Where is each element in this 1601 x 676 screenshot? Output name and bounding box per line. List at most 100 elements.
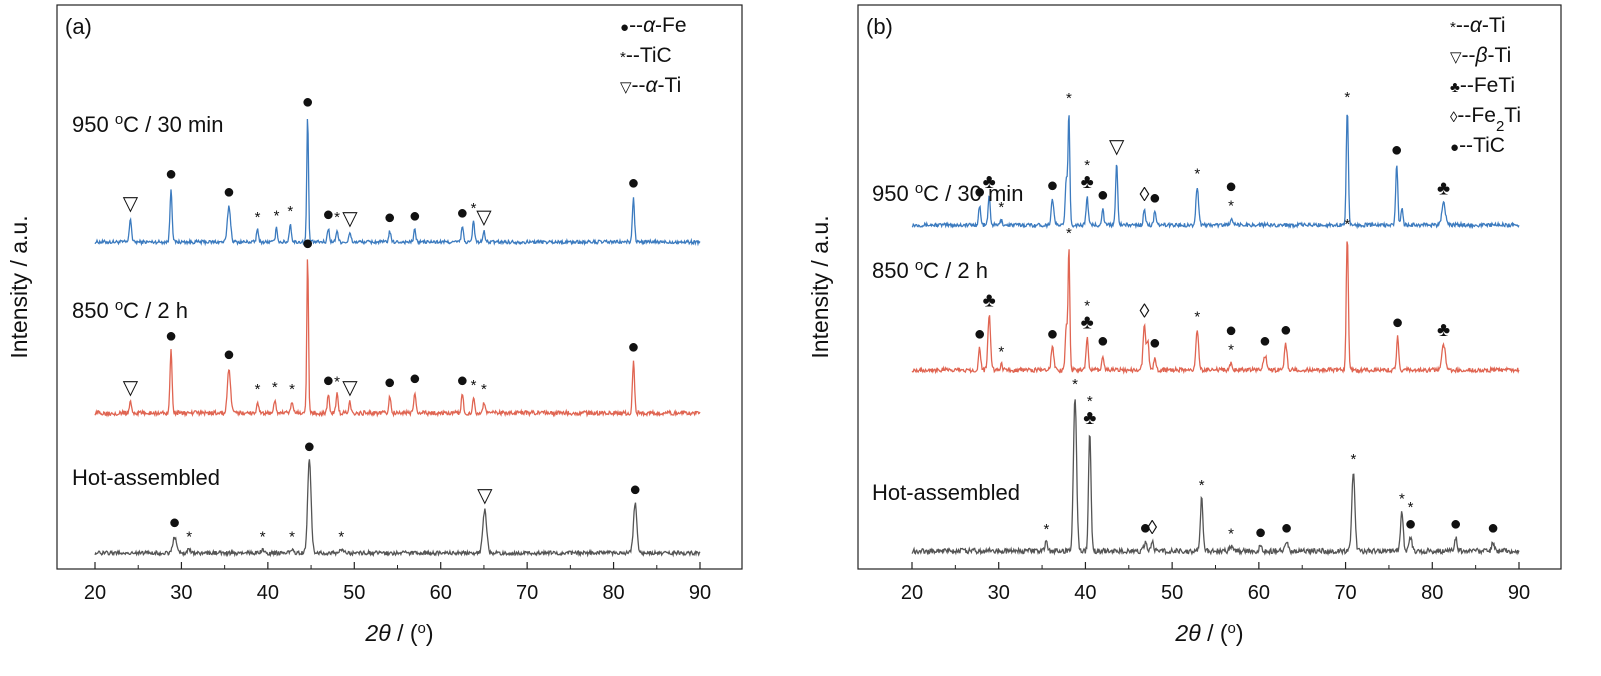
peak-marker: * (1228, 526, 1234, 543)
peak-marker: ● (627, 336, 639, 358)
peak-marker: ● (1392, 312, 1404, 334)
peak-marker: * (255, 209, 261, 226)
x-tick-label: 50 (343, 582, 365, 604)
peak-marker: ● (974, 181, 986, 203)
peak-marker: * (1072, 376, 1078, 393)
peak-marker: * (998, 343, 1004, 360)
series-label: 850 oC / 2 h (872, 257, 988, 284)
peak-marker: ▽ (1109, 136, 1125, 158)
peak-marker: ● (409, 205, 421, 227)
peak-marker: * (1228, 198, 1234, 215)
peak-marker: ● (409, 368, 421, 390)
x-tick-label: 80 (1421, 582, 1443, 604)
x-axis-title: 2θ / (o) (1174, 620, 1243, 647)
peak-marker: ▽ (476, 207, 492, 229)
peak-marker: * (272, 379, 278, 396)
peak-marker: ◊ (1139, 300, 1149, 322)
peak-marker: ◊ (1147, 517, 1157, 539)
peak-marker: * (334, 374, 340, 391)
peak-marker: ● (1405, 513, 1417, 535)
legend-entry: ▽--β-Ti (1450, 44, 1511, 67)
peak-marker: ● (1255, 522, 1267, 544)
series-0: 950 oC / 30 min●♣*●*♣*●▽◊ ●**●*●♣ (872, 89, 1520, 230)
peak-marker: * (338, 529, 344, 546)
series-label: 850 oC / 2 h (72, 297, 188, 324)
series-2: Hot-assembled**♣*●◊** ● ●**●*● ● (872, 376, 1520, 557)
peak-marker: ● (1149, 187, 1161, 209)
peak-marker: ● (1259, 330, 1271, 352)
peak-marker: * (998, 199, 1004, 216)
peak-marker: ● (1097, 184, 1109, 206)
x-tick-label: 20 (901, 582, 923, 604)
peak-marker: * (289, 381, 295, 398)
x-tick-label: 70 (1334, 582, 1356, 604)
peak-marker: ● (1487, 517, 1499, 539)
peak-marker: * (1084, 157, 1090, 174)
peak-marker: ▽ (123, 193, 139, 215)
peak-marker: ▽ (123, 377, 139, 399)
peak-marker: ● (974, 323, 986, 345)
series-2: Hot-assembled ● * * * ● * ▽ ● (72, 436, 701, 558)
y-axis-title: Intensity / a.u. (6, 215, 32, 358)
peak-marker: * (289, 529, 295, 546)
legend-entry: ♣--FeTi (1450, 74, 1515, 97)
panel-label: (b) (866, 14, 893, 39)
peak-marker: ● (1097, 330, 1109, 352)
peak-marker: * (1087, 393, 1093, 410)
x-tick-label: 30 (170, 582, 192, 604)
peak-marker: ● (165, 325, 177, 347)
x-tick-label: 30 (988, 582, 1010, 604)
legend: ●--α-Fe *--TiC ▽--α-Ti (620, 14, 687, 97)
peak-marker: ● (303, 436, 315, 458)
panel-b: 20 30 40 50 60 70 80 90 2θ / (o) Intensity / a.u.… (807, 4, 1562, 647)
peak-marker: ● (322, 370, 334, 392)
peak-marker: ● (1139, 517, 1151, 539)
peak-marker: * (260, 529, 266, 546)
series-label: Hot-assembled (872, 480, 1020, 505)
peak-marker: * (1408, 499, 1414, 516)
peak-marker: ● (627, 172, 639, 194)
series-0: 950 oC / 30 min▽●●* * *●● * ▽ ● ● ● * ▽● (72, 91, 701, 247)
series-1: 850 oC / 2 h▽●●* * *●● * ▽ ● ● ● * *● (72, 233, 701, 418)
peak-marker: ♣ (1437, 319, 1450, 341)
peak-marker: ● (1281, 517, 1293, 539)
peak-marker: ● (322, 204, 334, 226)
x-tick-label: 60 (1248, 582, 1270, 604)
peak-marker: ● (168, 512, 180, 534)
series-line (911, 114, 1520, 230)
peak-marker: * (1066, 90, 1072, 107)
panel-a: 20 30 40 50 60 70 80 90 2θ / (o) Intensity / a.u.… (6, 4, 743, 647)
peak-marker: * (1043, 521, 1049, 538)
peak-marker: ● (384, 207, 396, 229)
x-tick-label: 40 (257, 582, 279, 604)
peak-marker: ▽ (342, 208, 358, 230)
legend-entry: ◊--Fe2Ti (1450, 104, 1521, 135)
peak-marker: ♣ (983, 171, 996, 193)
peak-marker: * (1066, 225, 1072, 242)
x-axis-title: 2θ / (o) (364, 620, 433, 647)
x-tick-label: 90 (689, 582, 711, 604)
peak-marker: ● (629, 479, 641, 501)
plot-frame (857, 4, 1562, 570)
peak-marker: ● (302, 233, 314, 255)
peak-marker: ● (1225, 320, 1237, 342)
peak-marker: ● (1046, 174, 1058, 196)
legend-entry: ●--TiC (1450, 134, 1505, 157)
peak-marker: ● (223, 181, 235, 203)
series-line (911, 399, 1520, 557)
x-tick-label: 70 (516, 582, 538, 604)
peak-marker: * (1084, 298, 1090, 315)
peak-marker: * (481, 381, 487, 398)
peak-marker: ● (1450, 513, 1462, 535)
x-tick-label: 90 (1508, 582, 1530, 604)
x-tick-label: 60 (430, 582, 452, 604)
peak-marker: * (1399, 490, 1405, 507)
peak-marker: * (1228, 342, 1234, 359)
peak-marker: ● (1391, 139, 1403, 161)
peak-marker: ● (1149, 332, 1161, 354)
legend-entry: *--TiC (620, 44, 672, 67)
legend: *--α-Ti ▽--β-Ti ♣--FeTi ◊--Fe2Ti●--TiC (1450, 14, 1521, 157)
series-line (911, 241, 1520, 375)
peak-marker: * (255, 381, 261, 398)
